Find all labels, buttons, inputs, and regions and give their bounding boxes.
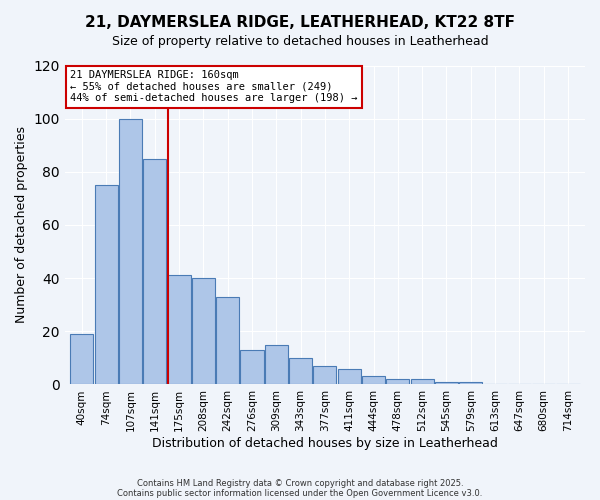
Bar — [289, 358, 312, 384]
Bar — [459, 382, 482, 384]
Y-axis label: Number of detached properties: Number of detached properties — [15, 126, 28, 324]
Bar — [241, 350, 263, 384]
Bar — [167, 276, 191, 384]
Bar — [95, 185, 118, 384]
Text: Contains public sector information licensed under the Open Government Licence v3: Contains public sector information licen… — [118, 488, 482, 498]
Bar — [386, 379, 409, 384]
Bar — [362, 376, 385, 384]
Bar — [313, 366, 337, 384]
Bar — [435, 382, 458, 384]
Bar — [338, 368, 361, 384]
Text: 21 DAYMERSLEA RIDGE: 160sqm
← 55% of detached houses are smaller (249)
44% of se: 21 DAYMERSLEA RIDGE: 160sqm ← 55% of det… — [70, 70, 358, 104]
Bar — [119, 118, 142, 384]
Text: Size of property relative to detached houses in Leatherhead: Size of property relative to detached ho… — [112, 35, 488, 48]
Bar — [410, 379, 434, 384]
X-axis label: Distribution of detached houses by size in Leatherhead: Distribution of detached houses by size … — [152, 437, 498, 450]
Text: 21, DAYMERSLEA RIDGE, LEATHERHEAD, KT22 8TF: 21, DAYMERSLEA RIDGE, LEATHERHEAD, KT22 … — [85, 15, 515, 30]
Bar — [143, 158, 166, 384]
Bar — [265, 344, 288, 385]
Bar — [192, 278, 215, 384]
Text: Contains HM Land Registry data © Crown copyright and database right 2025.: Contains HM Land Registry data © Crown c… — [137, 478, 463, 488]
Bar — [216, 296, 239, 384]
Bar — [70, 334, 94, 384]
